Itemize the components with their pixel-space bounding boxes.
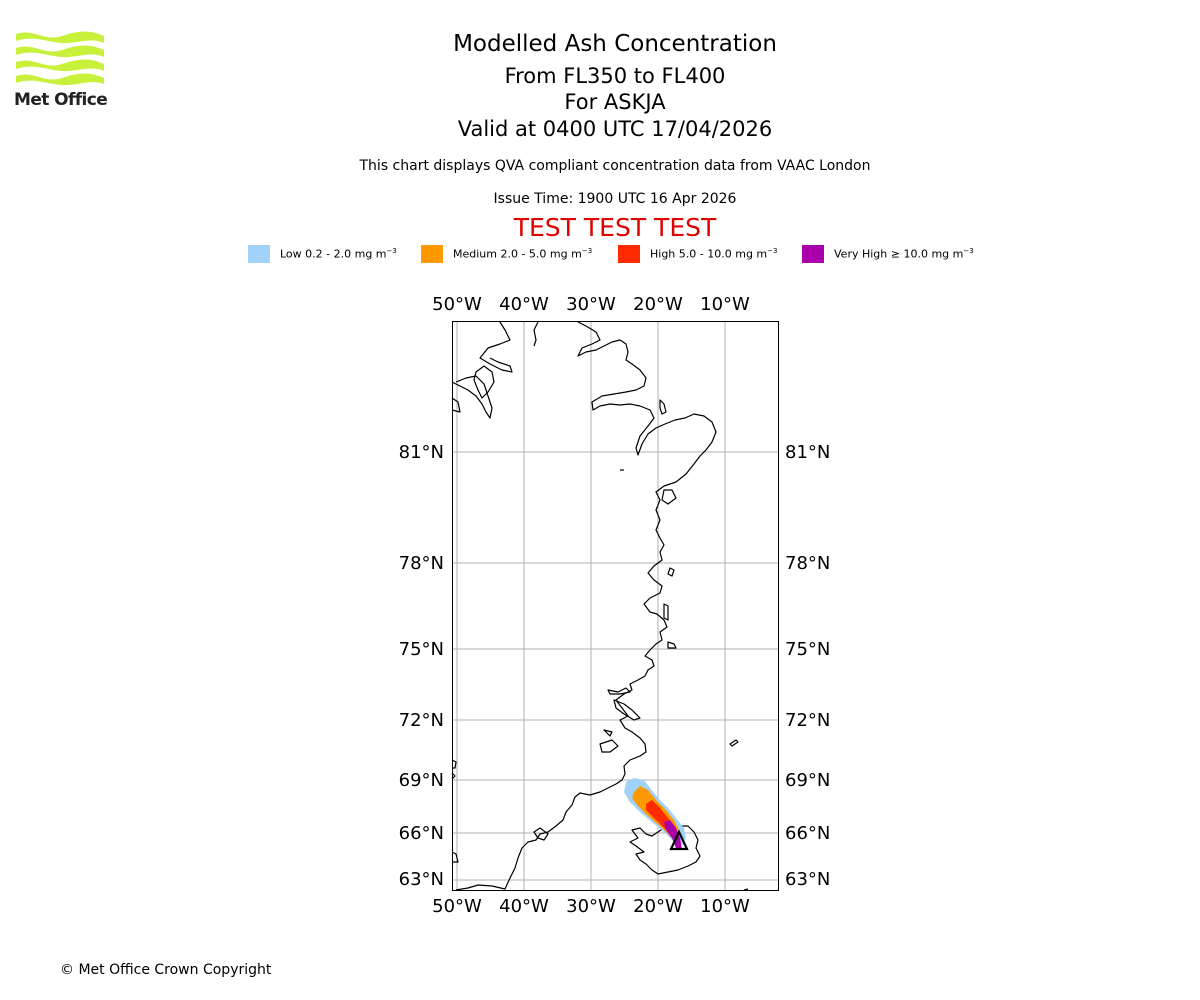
- lat-label-left-63n: 63°N: [399, 869, 444, 890]
- lon-label-top-40w: 40°W: [499, 294, 549, 315]
- lat-label-right-78n: 78°N: [785, 553, 830, 574]
- lat-label-left-78n: 78°N: [399, 553, 444, 574]
- legend-item-very-high: Very High ≥ 10.0 mg m−3: [802, 244, 974, 264]
- chart-title: Modelled Ash Concentration: [453, 31, 777, 57]
- flight-level-range: From FL350 to FL400: [504, 64, 726, 88]
- legend-label-high: High 5.0 - 10.0 mg m−3: [650, 247, 778, 261]
- legend-swatch-high: [618, 245, 640, 263]
- lon-label-top-10w: 10°W: [700, 294, 750, 315]
- lon-label-bottom-50w: 50°W: [432, 896, 482, 917]
- legend-label-medium: Medium 2.0 - 5.0 mg m−3: [453, 247, 593, 261]
- issue-time: Issue Time: 1900 UTC 16 Apr 2026: [493, 191, 737, 207]
- lon-label-bottom-20w: 20°W: [633, 896, 683, 917]
- lat-label-right-81n: 81°N: [785, 442, 830, 463]
- coastline-greenland: [451, 321, 749, 891]
- lat-label-right-75n: 75°N: [785, 639, 830, 660]
- map-frame: [452, 321, 779, 891]
- chart-description: This chart displays QVA compliant concen…: [359, 158, 871, 174]
- legend-label-very-high: Very High ≥ 10.0 mg m−3: [834, 247, 974, 261]
- legend-swatch-very-high: [802, 245, 824, 263]
- legend-swatch-low: [248, 245, 270, 263]
- longitude-labels-bottom: 50°W 40°W 30°W 20°W 10°W: [432, 896, 750, 917]
- latitude-labels-right: 81°N 78°N 75°N 72°N 69°N 66°N 63°N: [785, 442, 830, 890]
- lat-label-right-69n: 69°N: [785, 770, 830, 791]
- ash-plume: [624, 778, 686, 850]
- lat-label-left-69n: 69°N: [399, 770, 444, 791]
- lon-label-bottom-30w: 30°W: [566, 896, 616, 917]
- legend-label-low: Low 0.2 - 2.0 mg m−3: [280, 247, 397, 261]
- plume-very-high: [664, 820, 682, 850]
- copyright-notice: © Met Office Crown Copyright: [60, 962, 272, 978]
- met-office-logo: Met Office: [14, 30, 108, 112]
- met-office-wave-icon: [16, 31, 104, 86]
- lon-label-top-30w: 30°W: [566, 294, 616, 315]
- lat-label-left-81n: 81°N: [399, 442, 444, 463]
- legend-item-medium: Medium 2.0 - 5.0 mg m−3: [421, 244, 592, 264]
- volcano-marker-triangle: [669, 829, 689, 851]
- lat-label-right-72n: 72°N: [785, 710, 830, 731]
- lat-label-left-75n: 75°N: [399, 639, 444, 660]
- test-banner: TEST TEST TEST: [513, 213, 717, 242]
- lat-label-left-72n: 72°N: [399, 710, 444, 731]
- legend-item-high: High 5.0 - 10.0 mg m−3: [618, 244, 777, 264]
- legend-swatch-medium: [421, 245, 443, 263]
- lon-label-bottom-10w: 10°W: [700, 896, 750, 917]
- legend-item-low: Low 0.2 - 2.0 mg m−3: [248, 244, 397, 264]
- valid-time: Valid at 0400 UTC 17/04/2026: [457, 117, 773, 141]
- logo-wordmark: Met Office: [14, 90, 108, 110]
- lat-label-right-63n: 63°N: [785, 869, 830, 890]
- coastline-iceland: [629, 825, 701, 875]
- lon-label-top-20w: 20°W: [633, 294, 683, 315]
- lat-label-left-66n: 66°N: [399, 823, 444, 844]
- lon-label-bottom-40w: 40°W: [499, 896, 549, 917]
- graticule: [452, 322, 778, 890]
- latitude-labels-left: 81°N 78°N 75°N 72°N 69°N 66°N 63°N: [399, 442, 444, 890]
- longitude-labels-top: 50°W 40°W 30°W 20°W 10°W: [432, 294, 750, 315]
- lon-label-top-50w: 50°W: [432, 294, 482, 315]
- volcano-name: For ASKJA: [564, 90, 666, 114]
- lat-label-right-66n: 66°N: [785, 823, 830, 844]
